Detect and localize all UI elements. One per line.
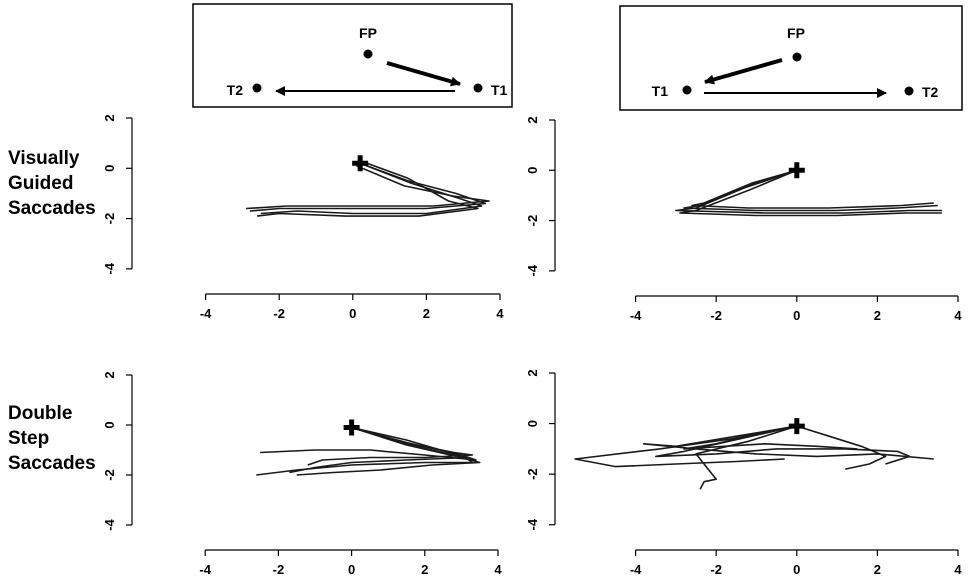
trajectory-plot: -4 -2 0 2 4 -4 -2 0 2 [525,116,962,323]
x-tick-label: -4 [200,306,212,321]
row-label-line: Saccades [8,198,96,219]
row-label-line: Visually [8,148,80,169]
x-tick-label: -2 [710,308,722,323]
x-tick-label: 0 [349,306,356,321]
x-tick-label: 0 [793,562,800,577]
eye-trajectory-line [574,425,797,468]
y-tick-label: -2 [525,215,540,227]
x-tick-label: -4 [630,562,642,577]
eye-trajectory-line [296,426,481,476]
y-tick-label: 0 [525,420,540,427]
x-tick-label: -2 [273,562,285,577]
y-tick-label: 0 [525,167,540,174]
x-tick-label: -2 [273,306,285,321]
y-tick-label: 0 [102,165,117,172]
schematic-frame [192,3,513,108]
target-t1-dot [682,85,692,95]
y-tick-label: 0 [102,421,117,428]
fixation-cross-marker [788,162,805,179]
trajectory-plot: -4 -2 0 2 4 -4 -2 0 2 [102,371,502,577]
fp-label: FP [359,25,377,41]
y-tick-label: 2 [102,114,117,121]
x-tick-label: 4 [954,562,962,577]
y-tick-label: -4 [102,262,117,274]
eye-trajectory-line [683,425,858,450]
eye-trajectory-line [307,426,474,466]
x-tick-label: 4 [494,562,502,577]
schematic-frame [619,5,963,111]
trajectory-plot: -4 -2 0 2 4 -4 -2 0 2 [525,369,962,577]
t2-label: T2 [922,84,939,100]
fixation-cross-marker [352,155,369,172]
target-t2-dot [252,83,262,93]
y-tick-label: -2 [102,213,117,225]
x-tick-label: 2 [423,306,430,321]
fp-label: FP [787,25,805,41]
y-tick-label: 2 [102,371,117,378]
eye-trajectory-line [257,159,479,217]
x-tick-label: -4 [199,562,211,577]
row-label-visually-guided: Visually Guided Saccades [8,146,96,221]
y-tick-label: 2 [525,116,540,123]
eye-trajectory-line [695,425,798,490]
schematic-right: FP T1 T2 [619,5,963,111]
eye-trajectory-line [260,162,483,215]
x-tick-label: 2 [421,562,428,577]
eye-trajectory-line [289,426,470,474]
plots: -4 -2 0 2 4-4-202-4 -2 0 2 4-4-202-4 -2 0 2 4-4-202-… [102,114,962,577]
fixation-point-dot [363,49,373,59]
target-t1-dot [473,83,483,93]
fixation-point-dot [792,52,802,62]
y-tick-label: -2 [525,468,540,480]
schematic-left: FP T1 T2 [192,3,513,108]
y-tick-label: 2 [525,369,540,376]
eye-trajectory-line [796,425,887,470]
t2-label: T2 [227,82,244,98]
eye-trajectory-line [691,169,934,209]
t1-label: T1 [652,83,669,99]
first-saccade-arrow [704,58,783,85]
trajectory-plot: -4 -2 0 2 4 -4 -2 0 2 [102,114,504,321]
y-tick-label: -4 [525,518,540,530]
x-tick-label: -4 [630,308,642,323]
eye-trajectory-line [679,169,942,217]
y-tick-label: -4 [102,518,117,530]
y-tick-label: -4 [525,264,540,276]
t1-label: T1 [491,82,508,98]
x-tick-label: 2 [874,562,881,577]
x-tick-label: 2 [874,308,881,323]
x-tick-label: 4 [496,306,504,321]
row-label-line: Guided [8,173,74,194]
target-t2-dot [904,86,914,96]
row-label-double-step: Double Step Saccades [8,401,96,476]
row-label-line: Double [8,403,73,424]
row-label-line: Saccades [8,453,96,474]
eye-trajectory-line [683,169,938,212]
x-tick-label: 4 [954,308,962,323]
fixation-cross-marker [343,419,360,436]
x-tick-label: 0 [348,562,355,577]
eye-trajectory-line [642,425,934,460]
eye-trajectory-line [675,169,942,214]
fixation-cross-marker [788,418,805,435]
x-tick-label: -2 [710,562,722,577]
y-tick-label: -2 [102,469,117,481]
first-saccade-arrow [386,61,461,87]
row-label-line: Step [8,428,50,449]
x-tick-label: 0 [793,308,800,323]
